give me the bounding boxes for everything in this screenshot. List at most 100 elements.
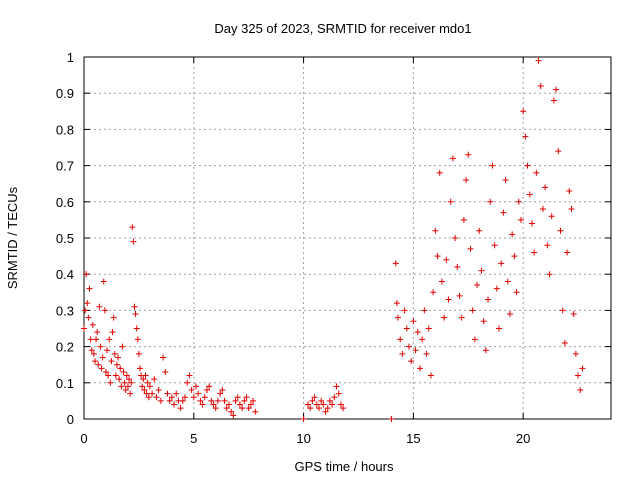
data-point	[454, 263, 461, 270]
data-point	[487, 198, 494, 205]
data-point	[476, 227, 483, 234]
y-tick-label: 0.9	[56, 86, 74, 101]
y-axis-label: SRMTID / TECUs	[5, 186, 20, 289]
data-point	[121, 379, 128, 386]
data-point	[184, 379, 191, 386]
data-point	[467, 245, 474, 252]
data-point	[208, 397, 215, 404]
data-point	[397, 336, 404, 343]
data-point	[160, 354, 167, 361]
data-points	[81, 57, 586, 422]
x-tick-label: 15	[406, 431, 420, 446]
data-point	[107, 379, 114, 386]
data-point	[108, 358, 115, 365]
data-point	[544, 242, 551, 249]
data-point	[127, 390, 134, 397]
data-point	[524, 162, 531, 169]
data-point	[575, 372, 582, 379]
data-point	[201, 394, 208, 401]
data-point	[89, 321, 96, 328]
data-point	[318, 397, 325, 404]
data-point	[94, 329, 101, 336]
data-point	[105, 372, 112, 379]
data-point	[110, 314, 117, 321]
y-tick-label: 0.6	[56, 195, 74, 210]
x-tick-label: 5	[190, 431, 197, 446]
data-point	[100, 278, 107, 285]
data-point	[425, 325, 432, 332]
data-point	[225, 401, 232, 408]
data-point	[95, 361, 102, 368]
data-point	[579, 365, 586, 372]
data-point	[219, 387, 226, 394]
data-point	[430, 289, 437, 296]
data-point	[438, 278, 445, 285]
data-point	[113, 361, 120, 368]
data-point	[427, 372, 434, 379]
data-point	[136, 365, 143, 372]
data-point	[104, 347, 111, 354]
data-point	[463, 177, 470, 184]
data-point	[157, 397, 164, 404]
data-point	[144, 379, 151, 386]
data-point	[128, 379, 135, 386]
data-point	[537, 82, 544, 89]
data-point	[520, 108, 527, 115]
data-point	[141, 387, 148, 394]
data-point	[199, 401, 206, 408]
data-point	[134, 336, 141, 343]
data-point	[324, 405, 331, 412]
data-point	[471, 336, 478, 343]
data-point	[129, 224, 136, 231]
data-point	[315, 405, 322, 412]
data-point	[228, 408, 235, 415]
data-point	[500, 209, 507, 216]
data-point	[419, 336, 426, 343]
data-point	[526, 191, 533, 198]
data-point	[504, 278, 511, 285]
data-point	[133, 325, 140, 332]
chart-title: Day 325 of 2023, SRMTID for receiver mdo…	[214, 21, 471, 36]
data-point	[98, 365, 105, 372]
data-point	[395, 314, 402, 321]
y-tick-label: 0.7	[56, 159, 74, 174]
data-point	[192, 383, 199, 390]
data-point	[441, 314, 448, 321]
data-point	[322, 408, 329, 415]
y-tick-label: 1	[67, 50, 74, 65]
data-point	[432, 227, 439, 234]
data-point	[326, 397, 333, 404]
data-point	[469, 307, 476, 314]
data-point	[331, 394, 338, 401]
data-point	[559, 307, 566, 314]
data-point	[393, 300, 400, 307]
y-tick-label: 0.8	[56, 122, 74, 137]
data-point	[203, 387, 210, 394]
data-point	[531, 249, 538, 256]
data-point	[91, 358, 98, 365]
data-point	[399, 350, 406, 357]
data-point	[489, 162, 496, 169]
data-point	[434, 253, 441, 260]
data-point	[234, 394, 241, 401]
data-point	[509, 231, 516, 238]
data-point	[171, 401, 178, 408]
data-point	[416, 365, 423, 372]
data-point	[247, 401, 254, 408]
data-point	[122, 387, 129, 394]
data-point	[245, 405, 252, 412]
data-point	[515, 198, 522, 205]
data-point	[82, 307, 89, 314]
y-tick-label: 0.3	[56, 303, 74, 318]
y-tick-label: 0.4	[56, 267, 74, 282]
data-point	[542, 184, 549, 191]
data-point	[106, 336, 113, 343]
plot-frame	[83, 56, 612, 420]
data-point	[572, 350, 579, 357]
data-point	[85, 314, 92, 321]
data-point	[410, 318, 417, 325]
data-point	[166, 397, 173, 404]
data-point	[124, 383, 131, 390]
x-tick-label: 0	[80, 431, 87, 446]
y-tick-label: 0	[67, 412, 74, 427]
